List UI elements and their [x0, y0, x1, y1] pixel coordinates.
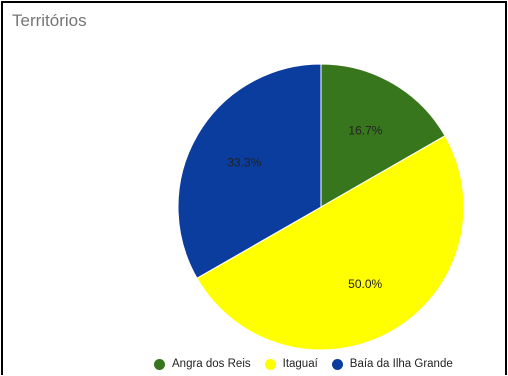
chart-title: Territórios — [12, 11, 87, 30]
chart-legend: Angra dos Reis Itaguaí Baía da Ilha Grande — [3, 358, 505, 370]
pie-slice-label-1: 50.0% — [348, 277, 382, 291]
legend-item-2[interactable]: Baía da Ilha Grande — [331, 358, 453, 370]
legend-item-1[interactable]: Itaguaí — [264, 358, 318, 370]
pie-slice-2[interactable] — [177, 63, 322, 279]
legend-swatch-1 — [264, 358, 276, 370]
pie-slice-0[interactable] — [320, 63, 446, 208]
pie-slice-1[interactable] — [196, 135, 465, 351]
legend-label-2: Baía da Ilha Grande — [349, 358, 453, 370]
legend-swatch-2 — [331, 358, 343, 370]
pie-chart: 16.7% 50.0% 33.3% — [177, 63, 465, 351]
pie-slice-label-2: 33.3% — [227, 156, 261, 170]
legend-swatch-0 — [154, 358, 165, 370]
legend-label-0: Angra dos Reis — [172, 358, 251, 370]
legend-label-1: Itaguaí — [282, 358, 318, 370]
legend-item-0[interactable]: Angra dos Reis — [154, 358, 251, 370]
pie-slice-label-0: 16.7% — [348, 123, 382, 137]
